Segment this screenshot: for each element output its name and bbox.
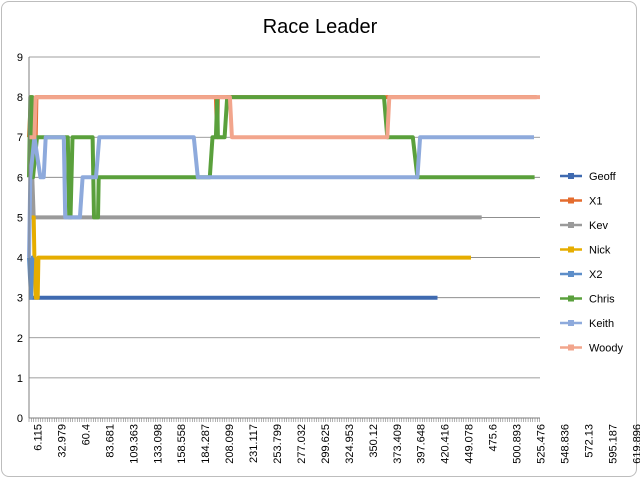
x-tick-label: 572.13 bbox=[583, 424, 595, 458]
legend-label: Keith bbox=[589, 318, 614, 330]
x-tick-label: 373.409 bbox=[392, 424, 404, 464]
legend-entry-x1: X1 bbox=[560, 196, 602, 208]
x-tick-label: 60.4 bbox=[80, 424, 92, 445]
x-tick-label: 525.476 bbox=[535, 424, 547, 464]
series-line-nick bbox=[29, 215, 471, 300]
x-tick-label: 158.558 bbox=[176, 424, 188, 464]
legend-marker bbox=[568, 344, 574, 351]
legend-entry-x2: X2 bbox=[560, 269, 602, 281]
x-tick-label: 6.115 bbox=[33, 424, 45, 451]
x-tick-label: 277.032 bbox=[296, 424, 308, 464]
x-tick-label: 475.6 bbox=[488, 424, 500, 452]
legend-entry-woody: Woody bbox=[560, 343, 624, 355]
x-tick-label: 420.416 bbox=[440, 424, 452, 464]
legend-marker bbox=[568, 222, 574, 228]
y-tick-label: 5 bbox=[17, 212, 23, 224]
legend-marker bbox=[568, 246, 574, 253]
series-line-keith bbox=[27, 135, 534, 258]
legend-label: Woody bbox=[589, 343, 624, 355]
x-tick-label: 109.363 bbox=[128, 424, 140, 464]
x-tick-label: 32.979 bbox=[56, 424, 68, 458]
x-tick-label: 548.836 bbox=[559, 424, 571, 464]
y-tick-label: 6 bbox=[17, 172, 23, 184]
legend-marker bbox=[568, 197, 574, 204]
legend-label: Chris bbox=[589, 294, 615, 306]
series-line-x2 bbox=[27, 255, 35, 300]
x-tick-label: 397.648 bbox=[416, 424, 428, 464]
series-line-woody bbox=[29, 95, 540, 140]
legend-marker bbox=[568, 271, 574, 277]
x-tick-label: 449.078 bbox=[464, 424, 476, 464]
y-tick-label: 1 bbox=[17, 373, 23, 385]
legend-label: Nick bbox=[589, 245, 611, 257]
x-tick-label: 299.625 bbox=[320, 424, 332, 464]
x-tick-label: 500.893 bbox=[512, 424, 524, 464]
y-tick-label: 3 bbox=[17, 293, 23, 305]
series-line-chris bbox=[27, 95, 535, 220]
x-tick-label: 324.953 bbox=[344, 424, 356, 464]
legend-entry-nick: Nick bbox=[560, 245, 611, 257]
legend-label: Kev bbox=[589, 220, 608, 232]
x-tick-label: 350.12 bbox=[368, 424, 380, 458]
y-tick-label: 2 bbox=[17, 333, 23, 345]
x-tick-label: 231.117 bbox=[248, 424, 260, 463]
legend-entry-kev: Kev bbox=[560, 220, 608, 232]
y-tick-label: 4 bbox=[17, 253, 23, 265]
legend-label: X1 bbox=[589, 196, 602, 208]
x-tick-label: 133.098 bbox=[152, 424, 164, 464]
legend-marker bbox=[568, 320, 574, 326]
x-tick-label: 595.187 bbox=[607, 424, 619, 464]
legend-marker bbox=[568, 173, 574, 179]
legend-label: X2 bbox=[589, 269, 602, 281]
legend-entry-geoff: Geoff bbox=[560, 171, 617, 183]
legend-entry-keith: Keith bbox=[560, 318, 614, 330]
x-tick-label: 253.799 bbox=[272, 424, 284, 464]
x-tick-label: 208.099 bbox=[224, 424, 236, 464]
legend-label: Geoff bbox=[589, 171, 617, 183]
chart-title: Race Leader bbox=[263, 16, 378, 38]
y-tick-label: 9 bbox=[17, 52, 23, 64]
legend: Geoff X1 Kev Nick X2 Chris Keith Woody bbox=[560, 171, 624, 355]
series-lines bbox=[27, 95, 540, 300]
legend-marker bbox=[568, 295, 574, 302]
y-tick-label: 0 bbox=[17, 413, 23, 425]
legend-entry-chris: Chris bbox=[560, 294, 615, 306]
x-tick-label: 83.681 bbox=[104, 424, 116, 458]
y-tick-label: 7 bbox=[17, 132, 23, 144]
x-tick-label: 619.896 bbox=[631, 424, 640, 464]
axes: 0 1 2 3 4 5 6 7 8 9 6.115 32.979 60.4 83.681 109.363 13… bbox=[17, 52, 640, 464]
y-tick-label: 8 bbox=[17, 92, 23, 104]
x-tick-label: 184.287 bbox=[200, 424, 212, 464]
series-line-x1 bbox=[27, 95, 537, 140]
